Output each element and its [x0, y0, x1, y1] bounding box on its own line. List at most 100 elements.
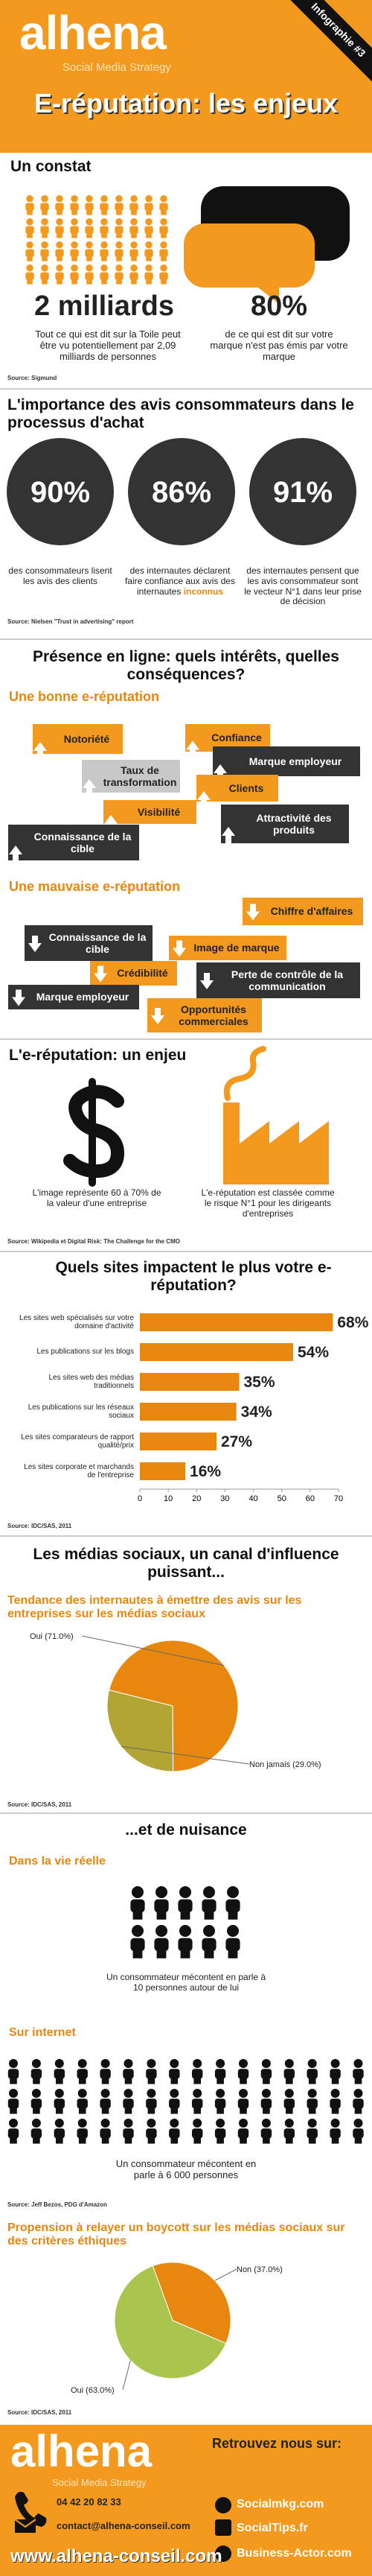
person-icon	[202, 1925, 217, 1958]
legs	[27, 232, 33, 238]
body	[77, 2128, 88, 2139]
category-label: Les sites corporate et marchands de l'en…	[24, 1462, 134, 1480]
stat-text: des internautes pensent que les avis con…	[244, 565, 362, 607]
head	[145, 218, 153, 226]
body	[260, 2128, 272, 2139]
stat-circle	[7, 438, 114, 545]
body	[159, 226, 168, 234]
head	[100, 241, 108, 249]
person-icon	[130, 1925, 145, 1958]
value-label: 68%	[337, 1314, 368, 1331]
legs	[27, 279, 33, 285]
footer-band	[0, 2425, 372, 2576]
body	[123, 2098, 134, 2109]
person-icon	[115, 241, 124, 261]
legs	[101, 2136, 109, 2144]
person-icon	[129, 264, 138, 285]
head	[203, 1925, 215, 1937]
person-icon	[307, 2059, 318, 2084]
head	[130, 264, 138, 272]
body	[85, 272, 94, 280]
head	[170, 2119, 179, 2128]
legs	[193, 2107, 201, 2114]
arrow-bg	[222, 806, 242, 842]
person-icon	[25, 195, 34, 215]
social-link[interactable]: SocialTips.fr	[237, 2522, 308, 2534]
body	[54, 2098, 65, 2109]
head	[71, 218, 78, 226]
legs	[131, 209, 137, 215]
legs	[147, 2107, 155, 2114]
value-label: 35%	[244, 1374, 275, 1391]
head	[100, 2089, 110, 2098]
legs	[86, 256, 92, 261]
head	[86, 195, 93, 203]
person-icon	[70, 241, 79, 261]
body	[115, 203, 124, 211]
person-icon	[144, 241, 153, 261]
legs	[86, 232, 92, 238]
reputation-item: Clients	[228, 781, 264, 794]
person-icon	[330, 2059, 341, 2084]
chart-title: Tendance des internautes à émettre des a…	[7, 1594, 302, 1621]
head	[239, 2119, 248, 2128]
body	[129, 249, 138, 257]
stat-value: 80%	[250, 291, 308, 322]
email[interactable]: contact@alhena-conseil.com	[57, 2520, 190, 2531]
stat-text: de ce qui est dit sur votre marque n'est…	[210, 329, 348, 362]
person-icon	[159, 264, 168, 285]
body	[54, 2069, 65, 2079]
legs	[56, 2136, 63, 2144]
person-icon	[25, 241, 34, 261]
section-heading: L'importance des avis consommateurs dans…	[7, 396, 354, 432]
legs	[33, 2077, 40, 2084]
website[interactable]: www.alhena-conseil.com	[10, 2546, 222, 2566]
reputation-item: Notoriété	[63, 732, 110, 745]
legs	[101, 256, 107, 261]
source: Source: IDC/SAS, 2011	[7, 1801, 72, 1808]
enjeu-text: L'e-réputation est classée comme le risq…	[201, 1187, 335, 1219]
body	[40, 203, 49, 211]
legs	[240, 2077, 247, 2084]
body	[225, 1938, 240, 1952]
person-icon	[129, 218, 138, 238]
body	[70, 203, 79, 211]
reputation-item: Attractivité des produits	[256, 811, 332, 836]
logo: alhena	[10, 2426, 153, 2476]
head	[193, 2059, 202, 2068]
social-link[interactable]: Socialmkg.com	[237, 2498, 324, 2510]
reputation-box	[196, 962, 360, 998]
head	[71, 264, 78, 272]
arrow-icon	[151, 1008, 164, 1024]
head	[31, 2119, 41, 2128]
legs	[331, 2107, 339, 2114]
legs	[71, 256, 77, 261]
legs	[240, 2136, 247, 2144]
body	[307, 2069, 318, 2079]
legs	[146, 256, 152, 261]
head	[100, 2059, 110, 2068]
reputation-item: Perte de contrôle de la communication	[231, 968, 344, 992]
person-icon	[178, 1886, 193, 1920]
legs	[57, 256, 62, 261]
head	[115, 241, 123, 249]
person-icon	[85, 264, 94, 285]
reputation-box	[8, 985, 139, 1009]
person-icon	[330, 2089, 341, 2114]
person-icon	[100, 2089, 111, 2114]
person-icon	[129, 195, 138, 215]
head	[100, 195, 108, 203]
person-icon	[237, 2089, 249, 2114]
head	[100, 264, 108, 272]
x-tick-label: 30	[220, 1494, 229, 1503]
legs	[42, 209, 48, 215]
social-link[interactable]: Business-Actor.com	[237, 2547, 352, 2560]
section-heading: Présence en ligne: quels intérêts, quell…	[33, 648, 339, 684]
section-heading: L'e-réputation: un enjeu	[9, 1047, 187, 1064]
reputation-item: Connaissance de la cible	[33, 830, 132, 854]
legs	[286, 2107, 293, 2114]
sub-heading: Dans la vie réelle	[9, 1855, 106, 1868]
x-tick-label: 10	[164, 1494, 173, 1503]
person-icon	[283, 2059, 295, 2084]
chart-title: Propension à relayer un boycott sur les …	[7, 2221, 345, 2248]
